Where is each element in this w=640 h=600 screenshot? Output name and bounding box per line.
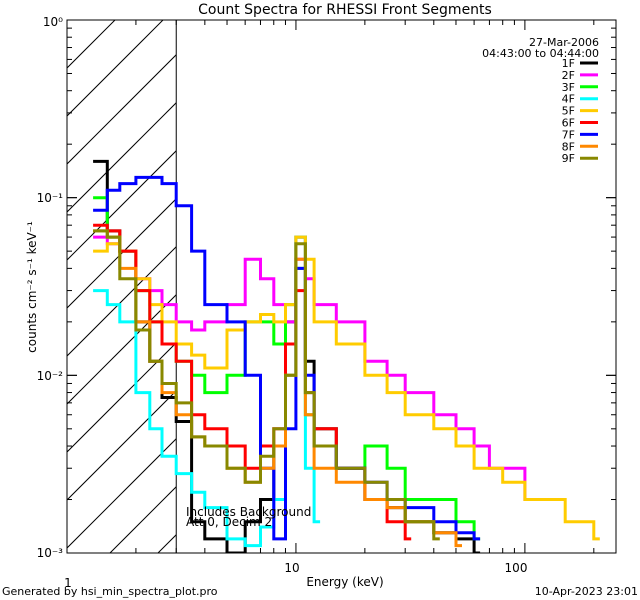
chart-title: Count Spectra for RHESSI Front Segments (198, 2, 492, 18)
hatch-line (67, 342, 177, 453)
legend-label-2F: 2F (562, 69, 575, 82)
y-axis-label: counts cm⁻² s⁻¹ keV⁻¹ (25, 221, 39, 353)
y-tick-label-1e-1: 10⁻¹ (37, 191, 64, 205)
hatch-line (67, 20, 116, 69)
plot-frame (66, 19, 617, 554)
y-tick-label-1e-2: 10⁻² (37, 369, 64, 383)
hatch-line (67, 294, 177, 405)
x-tick-label-100: 100 (505, 561, 528, 575)
legend-label-8F: 8F (562, 140, 575, 153)
legend-label-6F: 6F (562, 117, 575, 130)
series-line-9F (93, 229, 440, 541)
shaded-region (67, 20, 177, 553)
hatch-line (67, 438, 177, 549)
y-tick-label-1e-3: 10⁻³ (37, 546, 64, 560)
hatch-line (67, 20, 164, 117)
hatch-line (67, 390, 177, 501)
annotation-attenuator: Att 0, Decim 2 (186, 515, 272, 529)
footer-generated-by: Generated by hsi_min_spectra_plot.pro (2, 585, 218, 598)
legend-label-9F: 9F (562, 152, 575, 165)
legend-label-7F: 7F (562, 128, 575, 141)
footer-date: 10-Apr-2023 23:01 (535, 585, 638, 598)
legend-label-1F: 1F (562, 57, 575, 70)
legend-label-4F: 4F (562, 93, 575, 106)
x-axis-label: Energy (keV) (306, 575, 383, 589)
legend-label-3F: 3F (562, 81, 575, 94)
hatch-line (67, 246, 177, 357)
hatch-line (67, 198, 177, 309)
hatch-line (67, 54, 177, 165)
x-tick-label-10: 10 (284, 561, 299, 575)
annotation-background: Includes Background (186, 505, 311, 519)
time-range-label: 04:43:00 to 04:44:00 (482, 47, 599, 60)
date-label: 27-Mar-2006 (529, 36, 599, 49)
series-line-2F (93, 235, 531, 501)
hatch-line (67, 102, 177, 213)
legend-label-5F: 5F (562, 105, 575, 118)
series-line-5F (93, 235, 600, 541)
x-tick-label-1: 1 (64, 576, 72, 590)
y-tick-label-1e0: 10⁰ (43, 15, 63, 29)
